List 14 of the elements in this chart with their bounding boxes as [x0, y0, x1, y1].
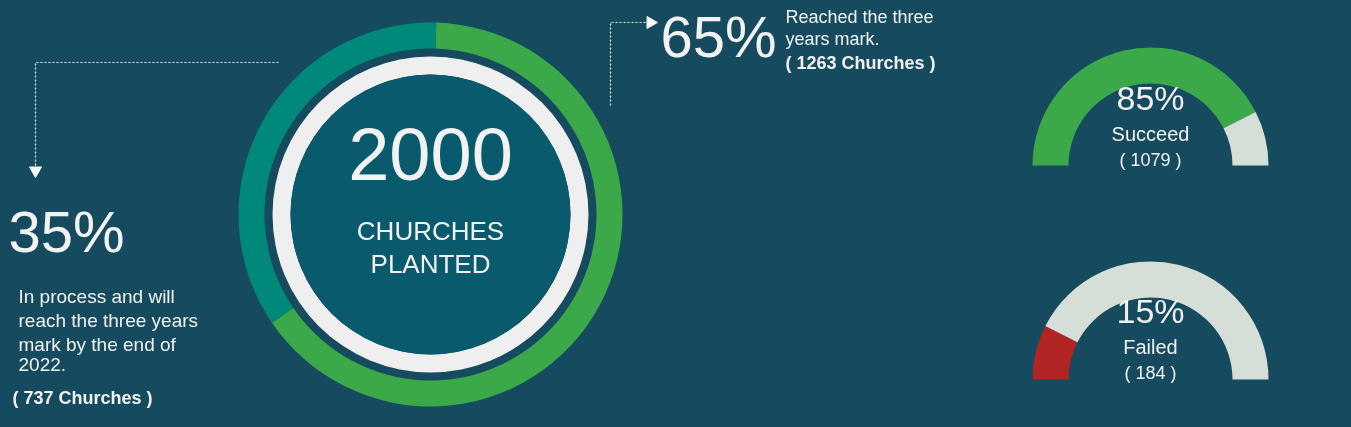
text: 15%: [1116, 291, 1185, 330]
text: ( 1263 Churches ): [785, 52, 936, 73]
text: ( 1079 ): [1119, 149, 1182, 170]
text: Reached the three years mark.: [785, 6, 934, 49]
text: 2000: [348, 112, 513, 196]
text: ( 737 Churches ): [12, 387, 153, 408]
text: 85%: [1116, 78, 1185, 117]
text: In process and will reach the three years mark by the end of 2022.: [18, 285, 199, 375]
text: ( 184 ): [1124, 362, 1177, 383]
text: Failed: [1123, 335, 1178, 358]
text: CHURCHES PLANTED: [356, 215, 505, 279]
text: Succeed: [1111, 122, 1190, 145]
data-label: 65%: [660, 3, 777, 69]
data-label: 35%: [8, 198, 125, 264]
